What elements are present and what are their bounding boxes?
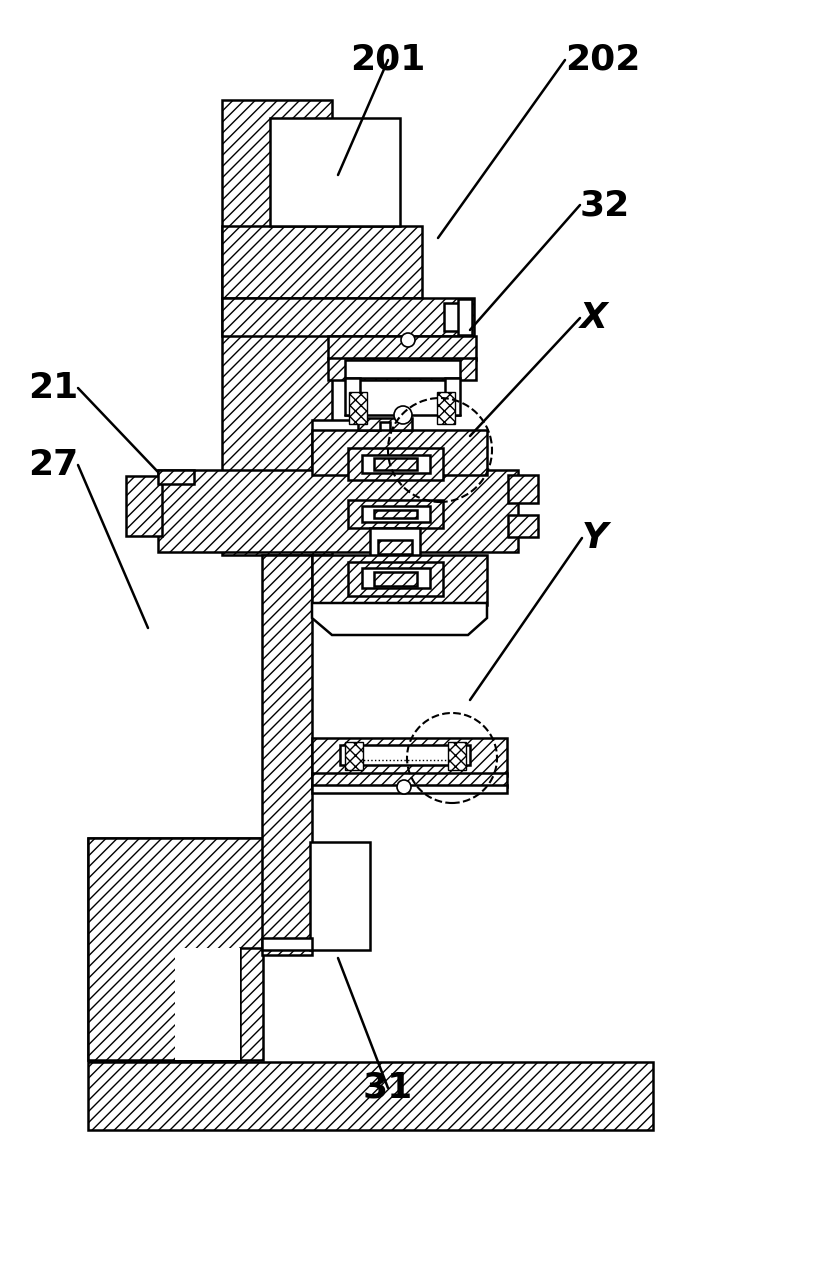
Bar — [328, 357, 475, 380]
Bar — [447, 741, 465, 770]
Bar — [436, 392, 455, 424]
Polygon shape — [344, 378, 359, 416]
Bar — [373, 458, 416, 470]
Bar — [311, 554, 486, 605]
Circle shape — [393, 405, 412, 424]
Bar — [508, 475, 537, 503]
Bar — [222, 100, 331, 554]
Bar — [311, 738, 507, 775]
Bar — [373, 572, 416, 586]
Bar — [348, 500, 442, 528]
Text: X: X — [580, 301, 607, 335]
Bar — [369, 528, 420, 556]
Text: 27: 27 — [27, 448, 78, 482]
Bar — [378, 541, 412, 554]
Bar — [362, 568, 430, 589]
Circle shape — [397, 781, 411, 794]
Bar — [88, 1062, 652, 1130]
Bar — [344, 360, 460, 378]
Bar — [328, 336, 475, 360]
Bar — [508, 515, 537, 537]
Bar — [262, 554, 311, 955]
Text: 201: 201 — [350, 43, 425, 77]
Bar — [348, 448, 442, 480]
Bar — [270, 117, 400, 226]
Bar — [373, 510, 416, 518]
Text: 31: 31 — [363, 1071, 412, 1105]
Text: 202: 202 — [565, 43, 639, 77]
Bar — [158, 470, 194, 484]
Bar — [457, 299, 471, 335]
Bar — [348, 562, 442, 596]
Bar — [311, 786, 507, 793]
Polygon shape — [445, 378, 460, 416]
Bar — [158, 470, 518, 552]
Bar — [349, 392, 367, 424]
Bar — [222, 298, 474, 336]
Bar — [362, 506, 430, 522]
Bar — [222, 226, 421, 298]
Bar — [262, 938, 311, 950]
Bar — [339, 745, 469, 765]
Bar — [344, 741, 363, 770]
Bar — [444, 303, 461, 331]
Bar — [311, 429, 486, 475]
Bar — [362, 455, 430, 474]
Bar — [311, 773, 507, 787]
Polygon shape — [358, 418, 412, 429]
Bar — [175, 949, 240, 1060]
Circle shape — [401, 333, 415, 347]
Bar — [88, 837, 262, 1060]
Text: Y: Y — [581, 522, 608, 554]
Bar — [311, 421, 359, 470]
Bar — [310, 842, 369, 950]
Polygon shape — [311, 602, 486, 635]
Text: 21: 21 — [27, 371, 78, 405]
Bar — [126, 476, 161, 536]
Text: 32: 32 — [580, 188, 629, 222]
Polygon shape — [88, 837, 262, 1060]
